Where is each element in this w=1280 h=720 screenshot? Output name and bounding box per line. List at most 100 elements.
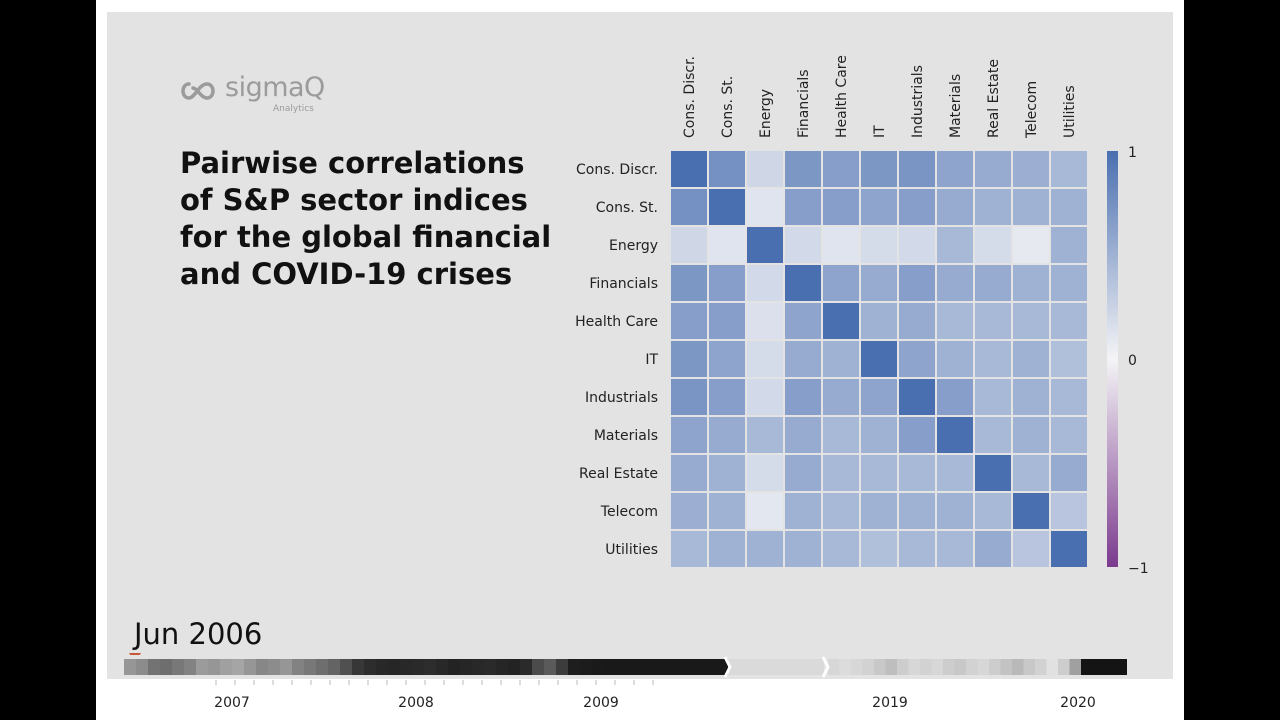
heatmap-cell bbox=[1051, 227, 1087, 263]
row-label: Health Care bbox=[575, 314, 658, 330]
timeline-segment bbox=[1058, 659, 1070, 675]
heatmap-cell bbox=[709, 455, 745, 491]
timeline-segment bbox=[954, 659, 966, 675]
timeline-segment bbox=[1035, 659, 1047, 675]
heatmap-cell bbox=[861, 341, 897, 377]
heatmap-cell bbox=[861, 493, 897, 529]
heatmap-cell bbox=[937, 189, 973, 225]
heatmap-cell bbox=[709, 265, 745, 301]
timeline-segment bbox=[874, 659, 886, 675]
timeline-segment bbox=[484, 659, 496, 675]
timeline-segment bbox=[568, 659, 580, 675]
timeline-segment bbox=[472, 659, 484, 675]
timeline-segment bbox=[160, 659, 172, 675]
timeline-segment bbox=[580, 659, 592, 675]
column-label: Utilities bbox=[1062, 85, 1078, 138]
infinity-icon bbox=[181, 82, 215, 100]
heatmap-cell bbox=[671, 493, 707, 529]
timeline-year-label: 2008 bbox=[398, 695, 434, 711]
timeline-bar[interactable]: 2007 2008 2009 2019 2020 bbox=[96, 655, 1184, 720]
timeline-segment bbox=[616, 659, 628, 675]
heatmap-cell bbox=[747, 227, 783, 263]
timeline-segment bbox=[292, 659, 304, 675]
heatmap-cell bbox=[1013, 379, 1049, 415]
heatmap-cell bbox=[671, 379, 707, 415]
column-label: Cons. Discr. bbox=[682, 56, 698, 138]
heatmap-cell bbox=[937, 417, 973, 453]
row-label: Materials bbox=[594, 428, 658, 444]
timeline-segment bbox=[544, 659, 556, 675]
heatmap-cell bbox=[671, 227, 707, 263]
timeline-segment bbox=[460, 659, 472, 675]
timeline-segment bbox=[908, 659, 920, 675]
heatmap-cell bbox=[1013, 227, 1049, 263]
timeline-segment bbox=[1069, 659, 1081, 675]
heatmap-cell bbox=[937, 379, 973, 415]
heatmap-cell bbox=[823, 189, 859, 225]
heatmap-cell bbox=[785, 455, 821, 491]
heatmap-cell bbox=[785, 303, 821, 339]
heatmap-cell bbox=[861, 455, 897, 491]
heatmap-cell bbox=[785, 379, 821, 415]
timeline-segment bbox=[828, 659, 840, 675]
heatmap-cell bbox=[823, 151, 859, 187]
row-label: Energy bbox=[609, 238, 658, 254]
row-label: Industrials bbox=[585, 390, 658, 406]
heatmap-cell bbox=[861, 189, 897, 225]
heatmap-cell bbox=[747, 189, 783, 225]
heatmap-cell bbox=[785, 417, 821, 453]
heatmap-cell bbox=[1051, 493, 1087, 529]
heatmap-cell bbox=[899, 151, 935, 187]
heatmap-cell bbox=[785, 151, 821, 187]
timeline-segment bbox=[712, 659, 724, 675]
timeline-segment bbox=[688, 659, 700, 675]
timeline-segment bbox=[1012, 659, 1024, 675]
timeline-segment bbox=[328, 659, 340, 675]
heatmap-cell bbox=[975, 189, 1011, 225]
timeline-segment bbox=[628, 659, 640, 675]
row-label: Real Estate bbox=[579, 466, 658, 482]
heatmap-cell bbox=[1013, 341, 1049, 377]
timeline-segment bbox=[700, 659, 712, 675]
heatmap-cell bbox=[671, 265, 707, 301]
colorbar-max-label: 1 bbox=[1128, 145, 1137, 161]
axis-break-left bbox=[723, 656, 732, 678]
timeline-segment bbox=[1104, 659, 1116, 675]
heatmap-cell bbox=[785, 493, 821, 529]
heatmap-cell bbox=[1051, 417, 1087, 453]
heatmap-cell bbox=[975, 341, 1011, 377]
heatmap-cell bbox=[747, 151, 783, 187]
chart-panel: sigmaQ Analytics Pairwise correlations o… bbox=[107, 12, 1173, 663]
heatmap-cell bbox=[937, 493, 973, 529]
heatmap-cell bbox=[937, 151, 973, 187]
heatmap-cell bbox=[823, 341, 859, 377]
timeline-segment bbox=[244, 659, 256, 675]
heatmap-cell bbox=[709, 303, 745, 339]
timeline-segment bbox=[340, 659, 352, 675]
heatmap-cell bbox=[861, 265, 897, 301]
timeline-segment bbox=[592, 659, 604, 675]
heatmap-cell bbox=[785, 227, 821, 263]
timeline-segment bbox=[977, 659, 989, 675]
timeline-segment bbox=[208, 659, 220, 675]
timeline-segment bbox=[508, 659, 520, 675]
timeline-segment bbox=[920, 659, 932, 675]
heatmap-cell bbox=[899, 227, 935, 263]
heatmap-cell bbox=[671, 189, 707, 225]
heatmap-cell bbox=[1013, 531, 1049, 567]
timeline-segment bbox=[1046, 659, 1058, 675]
timeline-segment bbox=[1081, 659, 1093, 675]
heatmap-cell bbox=[709, 379, 745, 415]
timeline-segment bbox=[256, 659, 268, 675]
heatmap-cell bbox=[1051, 303, 1087, 339]
heatmap-cell bbox=[899, 531, 935, 567]
heatmap-cell bbox=[1013, 151, 1049, 187]
current-date-label: Jun 2006 bbox=[134, 617, 263, 651]
timeline-segment bbox=[136, 659, 148, 675]
heatmap-cell bbox=[861, 531, 897, 567]
video-frame: sigmaQ Analytics Pairwise correlations o… bbox=[96, 0, 1184, 720]
row-label: Cons. Discr. bbox=[576, 162, 658, 178]
heatmap-cell bbox=[1013, 303, 1049, 339]
timeline-year-label: 2019 bbox=[872, 695, 908, 711]
timeline-segment bbox=[352, 659, 364, 675]
